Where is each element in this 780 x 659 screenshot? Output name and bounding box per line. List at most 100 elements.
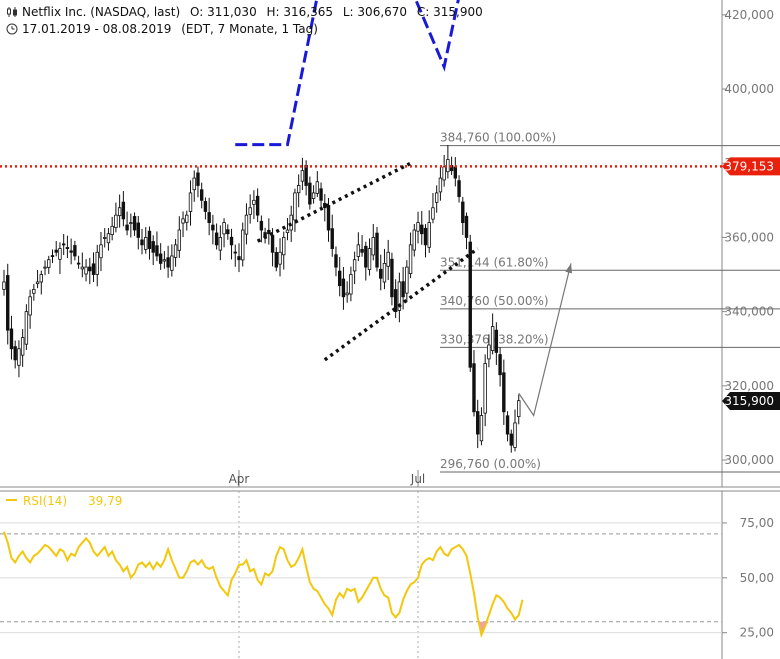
symbol-name: Netflix Inc. (NASDAQ, last) <box>22 5 181 19</box>
candle-body <box>192 177 196 191</box>
candle-body <box>32 288 36 294</box>
rsi-legend-value: 39,79 <box>88 494 122 508</box>
candle-body <box>315 181 320 194</box>
candle-body <box>147 230 152 249</box>
candle-body <box>356 244 361 257</box>
candle-body <box>360 249 364 253</box>
candle-body <box>345 292 349 296</box>
candle-body <box>293 192 297 221</box>
candle-body <box>241 229 245 261</box>
y-tick-label: 300,000 <box>724 453 774 467</box>
fibonacci-levels: 384,760 (100.00%) 351,144 (61.80%) 340,760… <box>440 131 780 473</box>
candle-body <box>88 266 92 272</box>
candle-body <box>155 245 159 257</box>
candle-body <box>487 344 491 360</box>
candle-body <box>278 251 282 265</box>
candle-body <box>140 239 144 246</box>
candle-body <box>375 232 379 268</box>
candle-body <box>259 220 264 231</box>
candle-body <box>464 215 469 238</box>
candle-body <box>479 415 484 442</box>
candle-body <box>162 259 167 262</box>
rsi-legend: RSI(14) 39,79 <box>6 494 122 508</box>
candle-body <box>39 274 43 283</box>
candle-body <box>43 266 47 269</box>
fib-level-label: 384,760 (100.00%) <box>440 131 556 145</box>
candle-body <box>166 257 170 268</box>
candle-body <box>393 289 398 313</box>
rsi-tick-label: 75,00 <box>740 516 774 530</box>
fib-level-label: 351,144 (61.80%) <box>440 255 549 269</box>
candles-icon <box>7 7 17 17</box>
candle-body <box>199 189 204 201</box>
candle-body <box>386 251 390 267</box>
candle-body <box>364 245 368 268</box>
candle-body <box>457 180 461 198</box>
candle-body <box>61 243 66 246</box>
candle-body <box>483 363 487 414</box>
candle-body <box>252 199 256 205</box>
rsi-legend-name: RSI(14) <box>23 494 67 508</box>
candle-body <box>274 252 278 268</box>
candle-body <box>300 170 305 182</box>
date-range: 17.01.2019 - 08.08.2019 <box>22 22 172 36</box>
candle-body <box>438 177 443 193</box>
candle-body <box>282 237 286 256</box>
candle-body <box>237 256 241 261</box>
candle-body <box>453 166 458 179</box>
y-tick-label: 360,000 <box>724 230 774 244</box>
candle-body <box>494 329 499 353</box>
projection-arrow-head <box>565 263 573 274</box>
candle-body <box>420 224 424 235</box>
candle-body <box>132 216 137 231</box>
rsi-tick-label: 50,00 <box>740 571 774 585</box>
candle-body <box>468 241 472 368</box>
candle-body <box>114 214 118 229</box>
fib-level-label: 340,760 (50.00%) <box>440 294 549 308</box>
candle-body <box>233 251 237 254</box>
range-header: 17.01.2019 - 08.08.2019 (EDT, 7 Monate, … <box>6 22 324 36</box>
candle-body <box>76 262 81 265</box>
y-tick-label: 340,000 <box>724 305 774 319</box>
candle-body <box>349 274 353 295</box>
candle-body <box>28 296 32 316</box>
candle-body <box>207 212 211 223</box>
candle-body <box>270 235 275 253</box>
candle-body <box>20 337 25 356</box>
candle-body <box>341 278 346 298</box>
candle-body <box>505 415 510 435</box>
candle-body <box>330 228 334 249</box>
candle-body <box>181 218 185 224</box>
candle-body <box>117 207 122 217</box>
candle-body <box>214 232 219 246</box>
candle-body <box>35 281 40 285</box>
candle-body <box>65 247 70 249</box>
candle-body <box>382 263 387 283</box>
projection-arrow <box>518 263 572 417</box>
candle-body <box>222 222 226 235</box>
rsi-line <box>3 531 524 639</box>
close-value: C: 315,900 <box>416 5 483 19</box>
candle-body <box>490 326 495 351</box>
candle-body <box>99 244 103 259</box>
candle-body <box>9 328 14 350</box>
candle-body <box>6 275 10 331</box>
candle-body <box>50 255 55 257</box>
drawing-overlays <box>0 0 722 417</box>
candle-body <box>244 214 249 235</box>
candle-body <box>196 172 200 186</box>
candle-body <box>170 255 174 271</box>
candle-body <box>304 164 308 186</box>
candle-body <box>442 166 446 181</box>
candle-body <box>326 205 331 231</box>
candle-body <box>390 258 394 298</box>
last-price-label: 315,900 <box>724 394 774 408</box>
candle-body <box>173 244 178 258</box>
candle-body <box>203 201 208 212</box>
rsi-grid <box>0 491 723 659</box>
rsi-panel: 75,00 50,00 25,00 RSI(14) 39,79 <box>0 491 774 659</box>
candle-body <box>334 254 338 268</box>
symbol-header: Netflix Inc. (NASDAQ, last) O: 311,030 H… <box>6 5 489 19</box>
price-panel: 384,760 (100.00%) 351,144 (61.80%) 340,760… <box>0 0 780 492</box>
